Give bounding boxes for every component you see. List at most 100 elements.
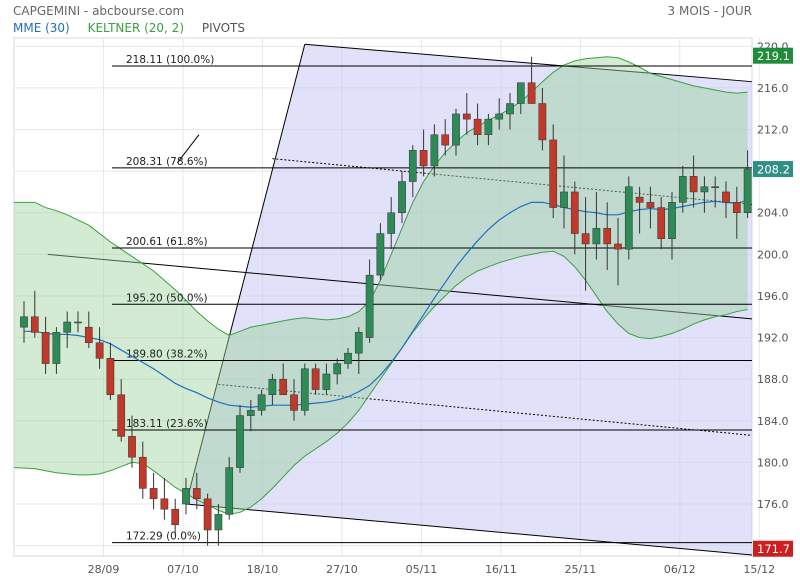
candle-body (149, 488, 158, 500)
candle-body (246, 410, 255, 416)
candle-body (657, 207, 666, 240)
candle-body (203, 498, 212, 531)
candle (722, 181, 730, 218)
candles (20, 56, 752, 546)
candle-body (160, 498, 169, 510)
candle-body (41, 332, 50, 364)
y-tick-label: 196.0 (757, 290, 789, 303)
candle (689, 155, 698, 208)
candle-body (117, 394, 126, 437)
candle (192, 472, 201, 510)
candle (214, 503, 223, 546)
candle-body (95, 342, 104, 359)
candle-body (387, 212, 396, 234)
candle (570, 181, 579, 255)
candle (376, 223, 385, 281)
legend-keltner[interactable]: KELTNER (20, 2) (87, 21, 184, 35)
x-tick-label: 06/12 (664, 563, 696, 576)
candle-body (560, 191, 568, 208)
price-badge: 171.7 (753, 540, 793, 557)
candle (117, 379, 126, 442)
candle-body (506, 103, 514, 115)
candle (538, 87, 547, 151)
candle (484, 113, 493, 146)
candle-body (668, 202, 676, 240)
candle-body (257, 394, 266, 411)
x-tick-label: 18/10 (247, 563, 279, 576)
candle-body (614, 243, 622, 250)
candle (225, 457, 234, 520)
candle (182, 477, 190, 515)
candle-body (743, 168, 752, 213)
candle-body (128, 436, 136, 458)
candle-body (592, 228, 601, 245)
badge-text: 171.7 (757, 542, 790, 556)
candle (462, 93, 471, 135)
badge-text: 208.2 (757, 163, 790, 177)
candle-body (268, 378, 277, 396)
candle-body (106, 358, 115, 396)
candle-body (678, 176, 687, 203)
candle-body (473, 118, 482, 135)
x-tick-label: 28/09 (88, 563, 120, 576)
candle-body (646, 202, 655, 208)
y-tick-label: 176.0 (757, 498, 789, 511)
candle-body (722, 191, 730, 203)
candle (160, 477, 169, 520)
candle (419, 129, 428, 177)
candle (20, 301, 28, 343)
candle-body (376, 233, 385, 276)
candle-body (624, 186, 633, 250)
y-tick-label: 212.0 (757, 124, 789, 137)
candle-body (419, 150, 428, 167)
candle (732, 186, 741, 239)
candle-body (333, 363, 342, 375)
candle (495, 98, 504, 130)
fib-label: 218.11 (100.0%) (126, 54, 214, 66)
candle (668, 191, 676, 260)
indicator-legend: MME (30) KELTNER (20, 2) PIVOTS (13, 21, 259, 35)
candle-body (408, 150, 417, 182)
legend-pivots[interactable]: PIVOTS (201, 21, 245, 35)
candle-body (495, 113, 504, 120)
trend-line-long (47, 253, 753, 320)
candle-body (20, 316, 28, 328)
candle-body (452, 113, 460, 146)
candle (290, 379, 298, 421)
candle (635, 186, 644, 234)
y-tick-label: 192.0 (757, 332, 789, 345)
badge-bg (753, 540, 793, 557)
candle-body (63, 321, 72, 333)
candle-body (484, 118, 493, 135)
candle (333, 358, 342, 385)
badge-bg (753, 47, 793, 64)
candle-body (290, 394, 298, 411)
candle (95, 327, 104, 369)
candle-body (570, 191, 579, 234)
candle (354, 327, 363, 374)
candle (398, 171, 406, 224)
candle-body (354, 332, 363, 354)
badge-text: 219.1 (757, 49, 790, 63)
candle-body (214, 514, 223, 531)
candle (300, 363, 309, 416)
candle (246, 399, 255, 432)
candle-body (84, 326, 93, 344)
candle (41, 316, 50, 374)
x-tick-label: 07/10 (167, 563, 199, 576)
candle (430, 124, 439, 177)
price-badges: 219.1 208.2 171.7 (753, 47, 793, 557)
candle (506, 93, 514, 130)
candle (344, 347, 352, 369)
candle (30, 290, 39, 338)
candle-body (300, 368, 309, 411)
candle (387, 197, 396, 250)
candle-body (311, 368, 320, 390)
candle (441, 119, 450, 156)
candle-body (700, 186, 709, 193)
candle (581, 197, 590, 291)
drawn-segment (176, 134, 200, 164)
legend-mme[interactable]: MME (30) (13, 21, 70, 35)
candle-body (462, 113, 471, 120)
candle-body (138, 456, 147, 489)
